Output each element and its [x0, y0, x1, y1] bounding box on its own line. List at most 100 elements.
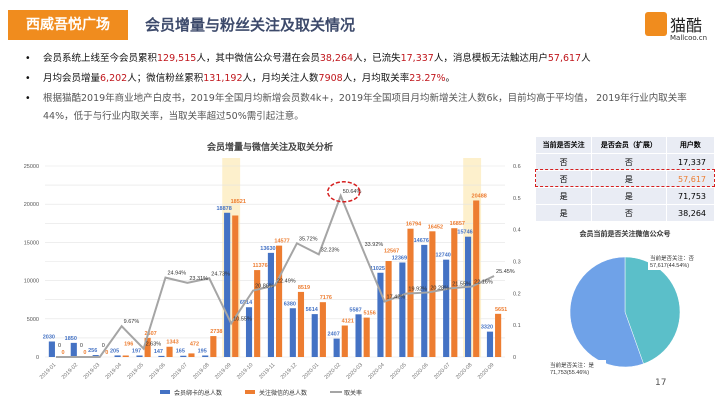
x-tick-label: 2019-01	[39, 362, 58, 381]
y-tick-label: 15000	[24, 240, 39, 246]
bar-value-label: 256	[88, 348, 97, 354]
rate-label: 35.72%	[299, 236, 318, 242]
y-tick-label: 0	[36, 355, 39, 361]
table-cell: 否	[534, 170, 593, 188]
rate-line	[55, 193, 495, 358]
follower-bar	[363, 317, 370, 357]
bullet-segment: 38,264	[319, 53, 354, 64]
pie-label-bg	[648, 253, 706, 270]
logo-subtext: Mallcoo.cn	[670, 34, 708, 42]
member-bar	[158, 355, 165, 357]
alert-highlight-box	[535, 169, 715, 187]
y-tick-label: 5000	[27, 317, 39, 323]
bar-value-label: 6514	[240, 300, 253, 306]
table-cell: 17,337	[665, 153, 716, 171]
member-bar	[180, 355, 187, 357]
follower-bar	[166, 346, 173, 357]
member-bar	[224, 212, 231, 357]
x-tick-label: 2019-06	[148, 362, 167, 381]
y2-tick-label: 0.1	[513, 323, 521, 329]
table-cell: 是	[534, 187, 593, 205]
chart-title: 会员增量与微信关注及取关分析	[207, 141, 333, 152]
member-bar	[465, 236, 472, 357]
member-bar	[486, 331, 494, 357]
bar-value-label: 165	[176, 349, 185, 355]
bullet-segment: 人，月均取关率	[342, 73, 410, 84]
pie-title: 会员当前是否关注微信公众号	[580, 229, 671, 238]
x-tick-label: 2019-08	[192, 362, 211, 381]
bullet-text: 根据猫酷2019年商业地产白皮书，2019年全国月均新增会员数4k+，2019年…	[43, 90, 705, 126]
follower-bar	[297, 291, 305, 357]
x-tick-label: 2020-02	[324, 362, 343, 381]
table-row: 是否 38,264	[534, 204, 716, 222]
bullet-segment: 人，消息模板无法触达用户	[433, 53, 548, 64]
legend-swatch	[160, 390, 170, 394]
page-title: 会员增量与粉丝关注及取关情况	[145, 16, 356, 34]
rate-label: 9.67%	[124, 319, 140, 325]
bar-value-label: 2507	[145, 331, 157, 337]
table-header: 当前是否关注	[534, 136, 593, 154]
pie-label: 当前是否关注：是71,753(55.46%)	[548, 360, 606, 377]
table-row: 否否 17,337	[534, 153, 716, 171]
x-tick-label: 2019-05	[126, 362, 145, 381]
follower-bar	[319, 302, 326, 357]
y2-tick-label: 0.6	[513, 164, 521, 170]
x-tick-label: 2019-11	[258, 362, 276, 380]
rate-label: 23.31%	[189, 276, 208, 282]
follower-bar	[232, 215, 239, 357]
bar-value-label: 16857	[450, 221, 465, 227]
x-tick-label: 2019-12	[280, 362, 299, 381]
bar-value-label: 2030	[43, 334, 55, 340]
bar-value-label: 195	[198, 349, 207, 355]
bar-value-label: 14676	[414, 238, 429, 244]
logo: 猫酷 Mallcoo.cn	[645, 12, 715, 52]
bar-value-label: 13630	[260, 246, 275, 252]
table-cell: 是	[534, 204, 593, 222]
x-tick-label: 2020-07	[433, 362, 452, 381]
member-bar	[355, 314, 362, 357]
bullet-segment: 人	[581, 53, 591, 64]
rate-label: 33.92%	[365, 242, 384, 248]
rate-label: 24.94%	[167, 271, 186, 277]
bar-value-label: 12567	[384, 249, 399, 255]
bar-value-label: 0	[61, 350, 64, 356]
y2-tick-label: 0.2	[513, 291, 521, 297]
pie-label-value: 57,617(44.54%)	[650, 263, 689, 269]
bullet-segment: 根据猫酷2019年商业地产白皮书，2019年全国月均新增会员数4k+，2019年…	[43, 93, 687, 122]
table-header: 用户数	[665, 136, 716, 154]
bar-value-label: 18521	[231, 199, 246, 205]
table-row: 是是 71,753	[534, 187, 716, 205]
member-bar	[443, 259, 450, 357]
follower-bar	[276, 245, 283, 357]
member-bar	[114, 355, 121, 357]
bar-value-label: 12369	[392, 256, 407, 262]
alert-circle	[326, 181, 361, 203]
bullet-segment: 。	[445, 73, 455, 84]
follower-bar	[210, 336, 217, 357]
bullet-text: 会员系统上线至今会员累积129,515人，其中微信公众号潜在会员38,264人，…	[43, 50, 705, 68]
bar-value-label: 7176	[320, 295, 332, 301]
member-bar	[48, 341, 55, 357]
rate-label: 0	[102, 343, 105, 349]
y2-tick-label: 0.5	[513, 196, 521, 202]
bar-value-label: 15746	[457, 230, 472, 236]
y2-tick-label: 0.4	[513, 228, 521, 234]
x-tick-label: 2020-08	[455, 362, 474, 381]
bar-value-label: 5614	[306, 307, 319, 313]
follower-bar	[144, 337, 151, 357]
bullet-item: • 月均会员增量6,202人；微信粉丝累积131,192人，月均关注人数7908人…	[25, 70, 705, 88]
bar-value-label: 1850	[65, 336, 77, 342]
bar-value-label: 197	[132, 348, 141, 354]
table-cell: 是	[591, 187, 667, 205]
rate-label: 21.55%	[452, 281, 471, 287]
follower-bar	[341, 325, 348, 357]
bar-value-label: 147	[154, 349, 163, 355]
bar-value-label: 4121	[342, 319, 354, 325]
legend-label: 关注微信的总人数	[259, 389, 307, 397]
x-tick-label: 2019-03	[83, 362, 102, 381]
store-badge: 西威吾悦广场	[8, 10, 128, 40]
pie-label-value: 71,753(55.46%)	[550, 370, 589, 376]
page-number: 17	[655, 378, 667, 388]
follower-bar	[122, 355, 129, 357]
rate-label: 24.73%	[211, 271, 230, 277]
